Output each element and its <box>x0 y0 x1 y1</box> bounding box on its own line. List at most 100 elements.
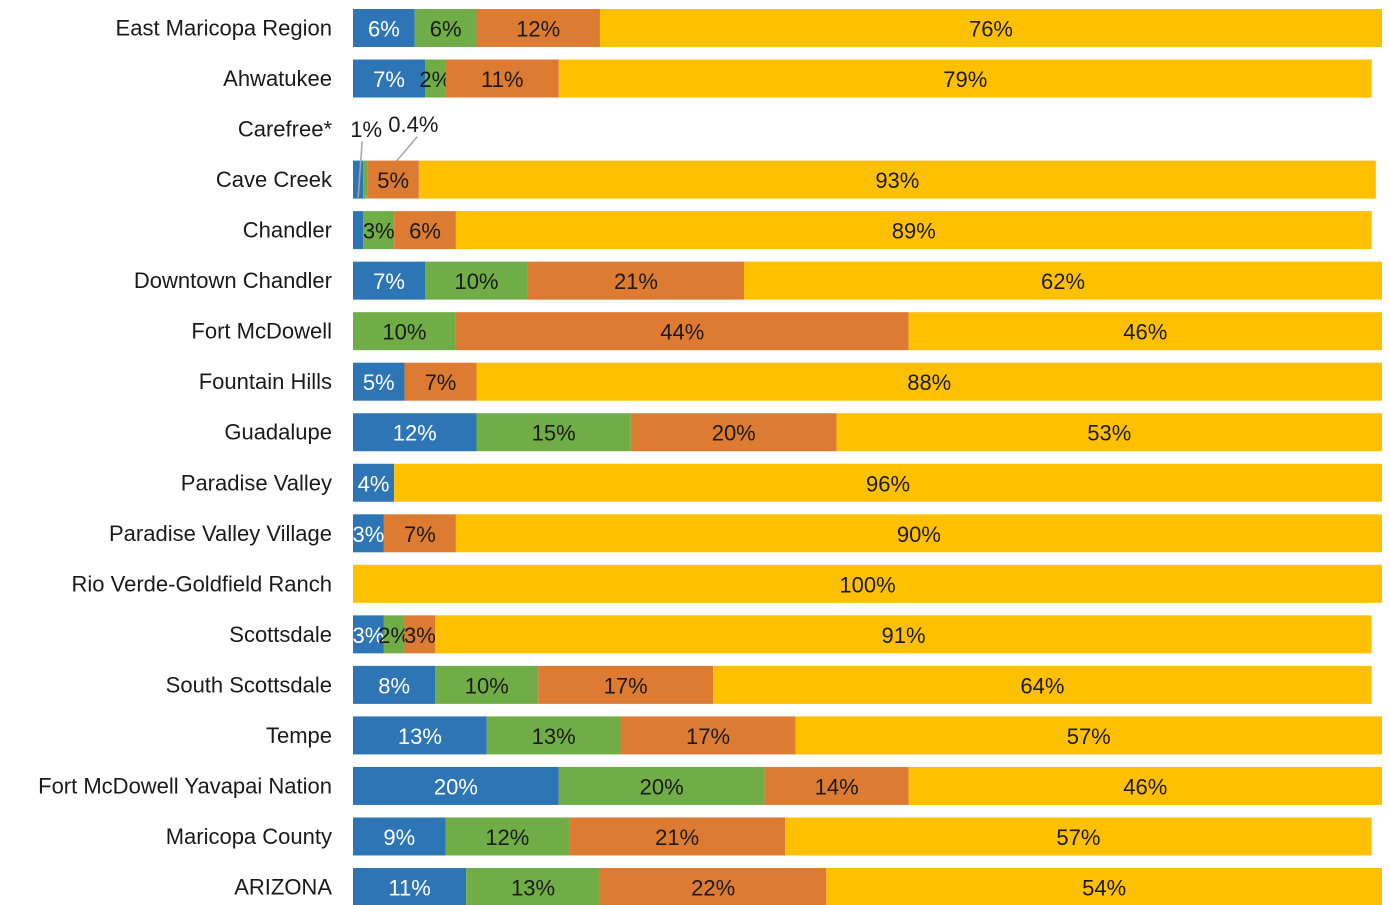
category-label: Paradise Valley Village <box>109 521 332 546</box>
data-label: 89% <box>892 219 936 244</box>
category-label: ARIZONA <box>234 875 332 900</box>
data-label: 57% <box>1056 825 1100 850</box>
data-label: 13% <box>532 724 576 749</box>
bar-segment <box>527 261 745 300</box>
data-label: 15% <box>532 421 576 446</box>
category-label: Tempe <box>266 723 332 748</box>
bar-segment <box>435 615 1372 654</box>
bar-segment <box>353 261 426 300</box>
data-label: 3% <box>353 623 385 648</box>
data-label: 3% <box>404 623 436 648</box>
bar-segment <box>486 716 621 755</box>
data-label: 5% <box>377 168 409 193</box>
bar-segment <box>353 59 426 98</box>
data-label: 7% <box>373 269 405 294</box>
data-label: 46% <box>1123 774 1167 799</box>
bar-segment <box>455 514 1382 553</box>
bar-segment <box>353 868 467 905</box>
data-label: 100% <box>839 572 895 597</box>
bar-segment <box>466 868 600 905</box>
data-label: 12% <box>393 421 437 446</box>
category-label: Guadalupe <box>224 420 332 445</box>
data-label: 17% <box>686 724 730 749</box>
bar-segment <box>363 160 368 199</box>
bar-segment <box>908 766 1382 805</box>
data-label: 7% <box>404 522 436 547</box>
bar-segment <box>599 9 1382 47</box>
data-label: 10% <box>454 269 498 294</box>
data-label: 62% <box>1041 269 1085 294</box>
data-label: 0.4% <box>388 112 438 137</box>
data-label: 6% <box>409 219 441 244</box>
data-label: 11% <box>388 876 430 901</box>
data-label: 88% <box>907 370 951 395</box>
category-label: Fort McDowell <box>191 319 332 344</box>
bar-segment <box>425 59 446 98</box>
data-label: 91% <box>881 623 925 648</box>
data-label: 79% <box>943 67 987 92</box>
bar-segment <box>353 9 415 47</box>
data-label: 10% <box>465 673 509 698</box>
bar-segment <box>558 59 1372 98</box>
data-label: 8% <box>378 673 410 698</box>
data-label: 7% <box>425 370 457 395</box>
category-label: Downtown Chandler <box>134 268 332 293</box>
data-label: 53% <box>1087 421 1131 446</box>
bar-segment <box>538 665 714 704</box>
category-label: Fountain Hills <box>199 369 332 394</box>
data-label: 20% <box>640 774 684 799</box>
data-label: 90% <box>897 522 941 547</box>
data-label: 57% <box>1067 724 1111 749</box>
data-label: 3% <box>353 522 385 547</box>
bar-segment <box>367 160 419 199</box>
bar-segment <box>425 261 528 300</box>
data-label: 13% <box>398 724 442 749</box>
bar-segment <box>476 9 600 47</box>
data-label: 1% <box>350 117 382 142</box>
bar-segment <box>383 615 405 654</box>
data-label: 44% <box>660 320 704 345</box>
bar-segment <box>404 615 436 654</box>
bar-segment <box>394 463 1382 502</box>
bar-segment <box>353 766 559 805</box>
data-label: 12% <box>485 825 529 850</box>
category-label: Fort McDowell Yavapai Nation <box>38 773 332 798</box>
data-label: 10% <box>382 320 426 345</box>
bar-segment <box>476 413 631 452</box>
bar-segment <box>353 615 384 654</box>
bar-segment <box>353 817 446 856</box>
data-label: 21% <box>614 269 658 294</box>
data-label: 11% <box>481 67 523 92</box>
bar-segment <box>383 514 456 553</box>
bar-segment <box>836 413 1382 452</box>
bar-segment <box>908 312 1382 351</box>
data-label: 9% <box>383 825 415 850</box>
bar-segment <box>445 817 570 856</box>
data-label: 13% <box>511 876 555 901</box>
bar-segment <box>713 665 1372 704</box>
bar-segment <box>569 817 786 856</box>
data-label: 21% <box>655 825 699 850</box>
leader-line <box>357 141 363 198</box>
data-label: 46% <box>1123 320 1167 345</box>
data-label: 3% <box>363 219 395 244</box>
bar-segment <box>455 312 909 351</box>
bar-segment <box>394 211 456 250</box>
data-label: 20% <box>434 774 478 799</box>
data-label: 22% <box>691 876 735 901</box>
data-label: 64% <box>1020 673 1064 698</box>
bar-segment <box>353 514 384 553</box>
category-label: Carefree* <box>238 117 333 142</box>
category-label: Scottsdale <box>229 622 332 647</box>
bar-segment <box>353 564 1382 603</box>
bar-segment <box>744 261 1382 300</box>
category-label: Ahwatukee <box>223 66 332 91</box>
bar-segment <box>826 868 1382 905</box>
bar-segment <box>353 211 364 250</box>
data-label: 93% <box>875 168 919 193</box>
bar-segment <box>795 716 1382 755</box>
bar-segment <box>630 413 837 452</box>
bar-segment <box>363 211 395 250</box>
data-label: 20% <box>712 421 756 446</box>
